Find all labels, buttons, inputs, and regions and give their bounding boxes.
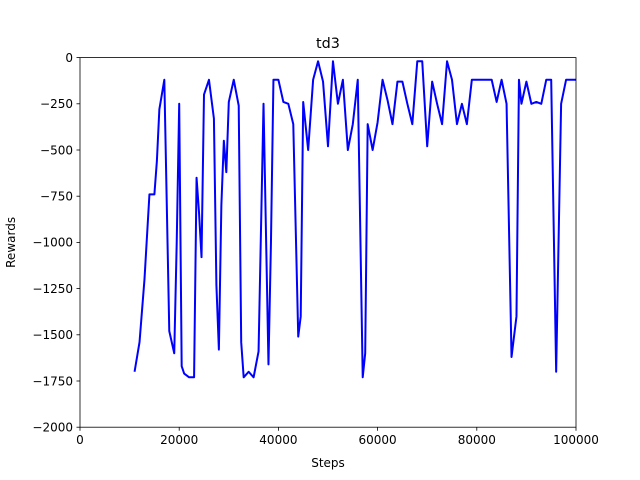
y-tick-label: −500 (40, 143, 73, 157)
series-line-0 (133, 60, 576, 379)
y-tick-label: −1250 (32, 282, 73, 296)
y-tick-label: −1500 (32, 328, 73, 342)
axes-layer: 0 20000 40000 60000 80000 100000 0 −250 −500 −750… (32, 51, 599, 447)
y-tick-label: −750 (40, 190, 73, 204)
x-tick-label: 60000 (359, 433, 397, 447)
x-tick-label: 100000 (553, 433, 599, 447)
x-tick-label: 80000 (458, 433, 496, 447)
y-tick-label: −1000 (32, 236, 73, 250)
chart-title: td3 (316, 36, 340, 52)
y-tick-label: −1750 (32, 374, 73, 388)
plot-area (80, 57, 576, 428)
y-axis-title: Rewards (4, 217, 18, 268)
y-tick-label: −2000 (32, 421, 73, 435)
y-tick-label: −250 (40, 97, 73, 111)
x-tick-label: 40000 (259, 433, 297, 447)
y-tick-label: 0 (65, 51, 73, 65)
x-tick-label: 0 (76, 433, 84, 447)
x-tick-label: 20000 (160, 433, 198, 447)
x-axis-title: Steps (311, 456, 345, 470)
series-layer (133, 60, 576, 379)
